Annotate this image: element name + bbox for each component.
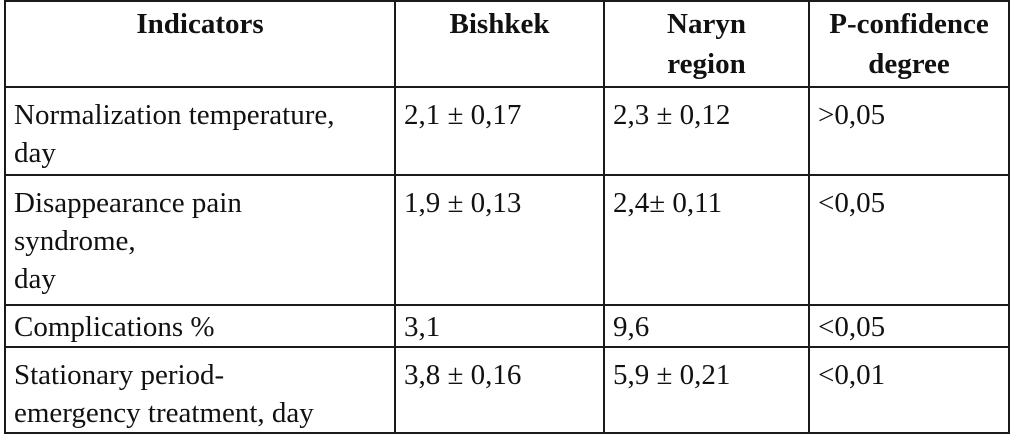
- naryn-cell: 2,4± 0,11: [603, 174, 810, 306]
- bishkek-cell: 2,1 ± 0,17: [394, 86, 605, 176]
- indicator-cell: Normalization temperature, day: [4, 86, 396, 176]
- p-value-cell: <0,01: [808, 346, 1010, 434]
- naryn-cell: 5,9 ± 0,21: [603, 346, 810, 434]
- header-indicators: Indicators: [4, 0, 396, 88]
- p-value-cell: >0,05: [808, 86, 1010, 176]
- header-p-confidence: P-confidence degree: [808, 0, 1010, 88]
- naryn-cell: 2,3 ± 0,12: [603, 86, 810, 176]
- p-value-cell: <0,05: [808, 174, 1010, 306]
- table-row: Disappearance pain syndrome, day 1,9 ± 0…: [4, 174, 1010, 306]
- bishkek-cell: 1,9 ± 0,13: [394, 174, 605, 306]
- bishkek-cell: 3,1: [394, 304, 605, 348]
- table-row: Complications % 3,1 9,6 <0,05: [4, 304, 1010, 348]
- indicator-cell: Stationary period- emergency treatment, …: [4, 346, 396, 434]
- p-value-cell: <0,05: [808, 304, 1010, 348]
- header-naryn-region: Naryn region: [603, 0, 810, 88]
- indicator-cell: Disappearance pain syndrome, day: [4, 174, 396, 306]
- table-row: Normalization temperature, day 2,1 ± 0,1…: [4, 86, 1010, 176]
- indicator-cell: Complications %: [4, 304, 396, 348]
- bishkek-cell: 3,8 ± 0,16: [394, 346, 605, 434]
- table-header-row: Indicators Bishkek Naryn region P-confid…: [4, 0, 1010, 88]
- naryn-cell: 9,6: [603, 304, 810, 348]
- comparison-table: Indicators Bishkek Naryn region P-confid…: [4, 0, 1010, 434]
- table-row: Stationary period- emergency treatment, …: [4, 346, 1010, 434]
- header-bishkek: Bishkek: [394, 0, 605, 88]
